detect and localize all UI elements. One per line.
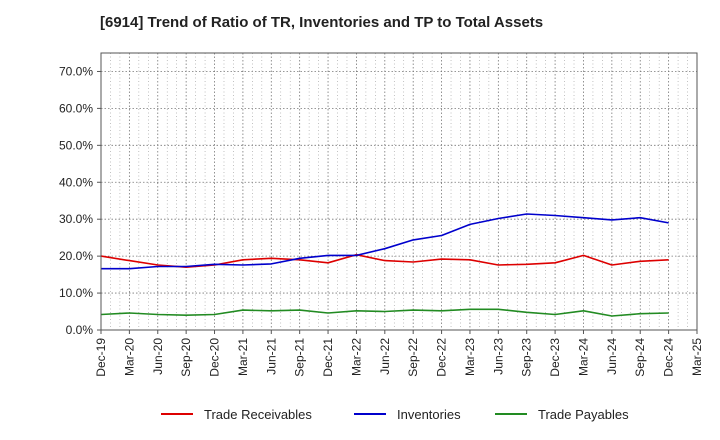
x-tick-label: Dec-24 bbox=[662, 338, 676, 377]
y-tick-label: 0.0% bbox=[66, 323, 94, 337]
x-tick-label: Mar-23 bbox=[463, 338, 477, 376]
x-tick-label: Dec-21 bbox=[321, 338, 335, 377]
x-tick-label: Dec-20 bbox=[208, 338, 222, 377]
legend-label-trade-payables: Trade Payables bbox=[538, 407, 629, 422]
y-tick-label: 60.0% bbox=[59, 101, 93, 115]
legend: Trade Receivables Inventories Trade Payabl… bbox=[161, 407, 629, 422]
x-tick-label: Dec-19 bbox=[94, 338, 108, 377]
series-line-trade-payables bbox=[100, 308, 669, 317]
series-lines bbox=[100, 213, 669, 317]
legend-label-inventories: Inventories bbox=[397, 407, 461, 422]
y-tick-label: 10.0% bbox=[59, 286, 93, 300]
x-tick-label: Mar-22 bbox=[349, 338, 363, 376]
x-tick-label: Sep-23 bbox=[520, 338, 534, 377]
x-axis-ticks: Dec-19 Mar-20 Jun-20 Sep-20 Dec-20 Mar-21 Jun-… bbox=[94, 330, 704, 377]
x-tick-label: Sep-20 bbox=[179, 338, 193, 377]
plot-frame bbox=[100, 52, 698, 331]
x-tick-label: Mar-25 bbox=[690, 338, 704, 376]
x-tick-label: Jun-21 bbox=[264, 338, 278, 375]
x-tick-label: Jun-24 bbox=[605, 338, 619, 375]
x-tick-label: Sep-21 bbox=[293, 338, 307, 377]
x-tick-label: Sep-24 bbox=[633, 338, 647, 377]
y-axis-ticks: 0.0% 10.0% 20.0% 30.0% 40.0% 50.0% 60.0% 70.0% bbox=[59, 64, 101, 337]
legend-label-trade-receivables: Trade Receivables bbox=[204, 407, 312, 422]
y-tick-label: 50.0% bbox=[59, 138, 93, 152]
x-tick-label: Mar-20 bbox=[122, 338, 136, 376]
series-line-inventories bbox=[101, 213, 669, 270]
x-tick-label: Jun-22 bbox=[378, 338, 392, 375]
y-tick-label: 20.0% bbox=[59, 249, 93, 263]
x-tick-label: Mar-21 bbox=[236, 338, 250, 376]
y-tick-label: 30.0% bbox=[59, 212, 93, 226]
x-tick-label: Jun-23 bbox=[491, 338, 505, 375]
x-tick-label: Dec-23 bbox=[548, 338, 562, 377]
y-tick-label: 40.0% bbox=[59, 175, 93, 189]
grid-lines bbox=[101, 53, 697, 330]
x-tick-label: Sep-22 bbox=[406, 338, 420, 377]
x-tick-label: Jun-20 bbox=[151, 338, 165, 375]
y-tick-label: 70.0% bbox=[59, 64, 93, 78]
x-tick-label: Dec-22 bbox=[435, 338, 449, 377]
x-tick-label: Mar-24 bbox=[576, 338, 590, 376]
chart-title: [6914] Trend of Ratio of TR, Inventories… bbox=[100, 14, 544, 31]
